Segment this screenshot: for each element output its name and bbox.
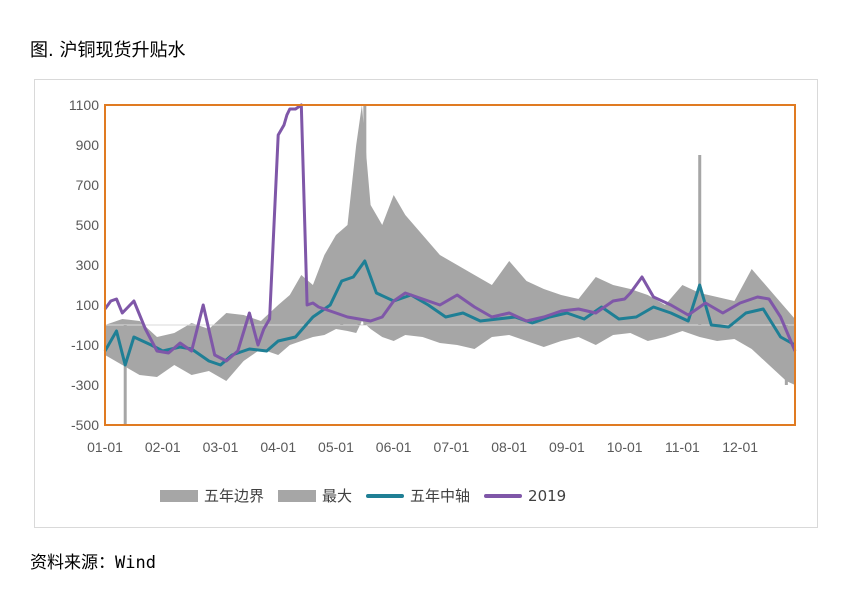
legend-swatch-median	[366, 493, 405, 498]
legend-label-median: 五年中轴	[410, 487, 471, 505]
line-layer	[103, 103, 797, 367]
x-tick-label: 11-01	[665, 439, 700, 455]
x-tick-label: 03-01	[203, 439, 239, 455]
legend-item-2019: 2019	[484, 487, 566, 505]
x-tick-label: 12-01	[722, 439, 758, 455]
legend-swatch-max	[278, 489, 317, 502]
source-note: 资料来源：Wind	[30, 553, 156, 573]
band-layer	[105, 105, 795, 385]
y-tick-label: -300	[71, 377, 99, 393]
x-tick-label: 05-01	[318, 439, 354, 455]
x-tick-label: 07-01	[434, 439, 470, 455]
x-tick-label: 01-01	[87, 439, 123, 455]
legend-label-band: 五年边界	[204, 487, 265, 505]
figure-title: 图. 沪铜现货升贴水	[30, 40, 186, 61]
y-tick-label: 900	[76, 137, 100, 153]
legend-swatch-band	[160, 489, 198, 502]
y-tick-label: 100	[76, 297, 100, 313]
legend-item-max: 最大	[278, 485, 352, 506]
x-tick-label: 04-01	[260, 439, 296, 455]
legend-item-band: 五年边界	[160, 485, 264, 506]
y-tick-label: 300	[76, 257, 100, 273]
y-tick-label: -500	[71, 417, 99, 433]
legend: 五年边界 最大 五年中轴 2019	[160, 485, 580, 506]
x-tick-label: 06-01	[376, 439, 412, 455]
legend-swatch-2019	[484, 493, 523, 498]
x-tick-label: 08-01	[491, 439, 527, 455]
series-line-median	[103, 259, 796, 367]
chart-frame: -500 -300 -100 100 300 500 700 900 1100 01-01 02-…	[34, 79, 818, 528]
y-tick-label: 1100	[69, 97, 99, 113]
y-tick-label: 500	[76, 217, 100, 233]
legend-label-2019: 2019	[528, 486, 567, 505]
y-axis-ticks: -500 -300 -100 100 300 500 700 900 1100	[69, 97, 99, 433]
chart-svg: -500 -300 -100 100 300 500 700 900 1100 01-01 02-…	[69, 97, 797, 455]
y-tick-label: -100	[71, 337, 99, 353]
x-tick-label: 10-01	[607, 439, 643, 455]
x-axis-ticks: 01-01 02-01 03-01 04-01 05-01 06-01 07-01 08-01…	[87, 439, 758, 455]
band-area-five-year	[105, 105, 795, 385]
x-tick-label: 09-01	[549, 439, 585, 455]
y-tick-label: 700	[76, 177, 100, 193]
legend-label-max: 最大	[322, 487, 353, 505]
legend-item-median: 五年中轴	[366, 485, 470, 506]
series-line-2019	[103, 103, 797, 363]
x-tick-label: 02-01	[145, 439, 181, 455]
spike-layer	[123, 105, 788, 425]
plot-area-border	[104, 104, 796, 426]
